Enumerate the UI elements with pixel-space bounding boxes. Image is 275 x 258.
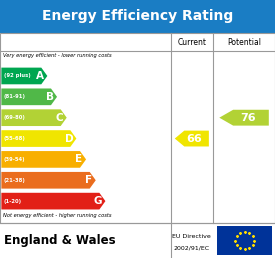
- Text: 2002/91/EC: 2002/91/EC: [174, 245, 210, 250]
- Text: Very energy efficient - lower running costs: Very energy efficient - lower running co…: [3, 53, 111, 58]
- Text: (39-54): (39-54): [4, 157, 25, 162]
- Polygon shape: [219, 110, 269, 126]
- Text: EU Directive: EU Directive: [172, 234, 211, 239]
- Text: (69-80): (69-80): [4, 115, 26, 120]
- Text: 66: 66: [187, 134, 202, 143]
- Text: A: A: [36, 71, 44, 81]
- Text: G: G: [94, 196, 102, 206]
- Text: Potential: Potential: [227, 38, 261, 46]
- Bar: [217, 226, 272, 255]
- Text: Current: Current: [177, 38, 206, 46]
- Text: Energy Efficiency Rating: Energy Efficiency Rating: [42, 9, 233, 23]
- Text: Not energy efficient - higher running costs: Not energy efficient - higher running co…: [3, 213, 111, 217]
- Polygon shape: [1, 68, 47, 84]
- Text: 76: 76: [240, 113, 256, 123]
- Polygon shape: [1, 88, 57, 105]
- Text: B: B: [46, 92, 54, 102]
- Bar: [0, 33, 275, 223]
- Polygon shape: [175, 131, 209, 147]
- Text: C: C: [56, 113, 63, 123]
- Polygon shape: [1, 109, 67, 126]
- Text: (1-20): (1-20): [4, 199, 22, 204]
- Text: F: F: [85, 175, 92, 185]
- Text: (92 plus): (92 plus): [4, 74, 30, 78]
- Text: (55-68): (55-68): [4, 136, 26, 141]
- Bar: [0, 0, 275, 33]
- Text: (21-38): (21-38): [4, 178, 26, 183]
- Polygon shape: [1, 172, 96, 189]
- Polygon shape: [1, 193, 105, 209]
- Text: England & Wales: England & Wales: [4, 234, 116, 247]
- Text: (81-91): (81-91): [4, 94, 26, 99]
- Text: D: D: [65, 134, 73, 143]
- Text: E: E: [75, 154, 82, 164]
- Polygon shape: [1, 130, 76, 147]
- Polygon shape: [1, 151, 86, 168]
